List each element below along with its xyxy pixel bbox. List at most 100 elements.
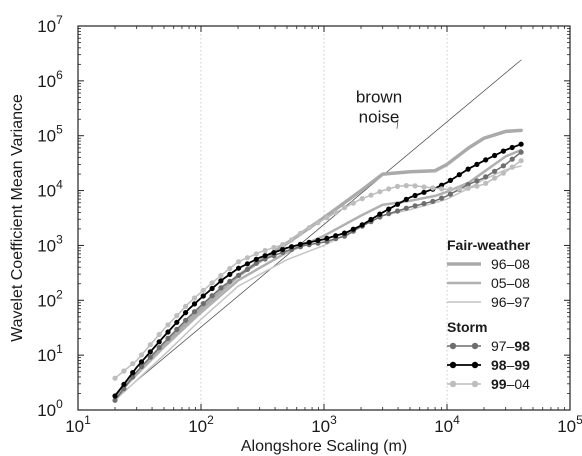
series-point-st-98-99 (147, 349, 153, 355)
series-point-st-97-98 (183, 317, 189, 323)
series-point-st-98-99 (174, 319, 180, 325)
series-point-st-98-99 (289, 244, 295, 250)
series-point-st-99-04 (121, 368, 127, 374)
series-point-st-97-98 (412, 203, 418, 209)
x-tick-label: 101 (65, 413, 91, 436)
text-part: – (507, 357, 515, 373)
series-point-st-98-99 (509, 144, 515, 151)
series-point-st-97-98 (439, 195, 445, 201)
series-line-brown (114, 59, 522, 400)
series-point-st-97-98 (403, 205, 409, 211)
series-point-st-98-99 (333, 233, 339, 239)
series-point-st-99-04 (280, 242, 286, 248)
series-point-st-98-99 (412, 192, 418, 199)
legend-marker (449, 380, 457, 388)
text-part: 2 (56, 287, 63, 301)
series-point-st-98-99 (368, 216, 374, 223)
legend-item: 96–97 (447, 294, 530, 310)
text-part: 5 (576, 413, 582, 427)
series-point-st-98-99 (315, 237, 321, 243)
series-point-st-97-98 (509, 156, 515, 162)
text-part: 99 (514, 357, 530, 373)
y-tick-label: 103 (37, 232, 63, 255)
series-point-st-99-04 (138, 352, 145, 358)
series-point-st-99-04 (156, 331, 162, 338)
series-point-st-98-99 (447, 177, 453, 183)
series-point-st-98-99 (518, 141, 524, 147)
series-point-st-99-04 (500, 170, 506, 176)
series-point-st-98-99 (474, 161, 480, 167)
series-point-st-99-04 (174, 313, 180, 319)
y-tick-label: 106 (37, 68, 63, 91)
text-part: 3 (330, 413, 337, 427)
series-point-st-97-98 (147, 354, 153, 360)
series-point-st-98-99 (112, 393, 118, 399)
series-point-st-98-99 (244, 261, 250, 267)
text-part: 96–97 (491, 294, 530, 310)
y-tick-label: 100 (37, 397, 63, 420)
series-point-st-97-98 (191, 309, 198, 315)
series-point-st-98-99 (253, 256, 259, 262)
series-point-st-97-98 (174, 326, 180, 332)
series-point-st-98-99 (377, 211, 383, 217)
series-point-st-99-04 (227, 265, 233, 272)
text-part: 10 (37, 346, 56, 365)
series-point-st-98-99 (191, 301, 198, 307)
series-point-st-98-99 (297, 241, 303, 247)
text-part: 10 (37, 17, 56, 36)
series-point-st-99-04 (341, 205, 348, 211)
y-tick-label: 102 (37, 287, 63, 310)
x-tick-label: 105 (557, 413, 582, 436)
text-part: 1 (56, 342, 63, 356)
series-point-st-99-04 (359, 196, 365, 202)
series-point-st-99-04 (474, 183, 480, 189)
series-point-st-98-99 (324, 235, 330, 241)
series-point-st-99-04 (183, 303, 189, 309)
series-point-st-99-04 (315, 220, 321, 226)
series-point-st-97-98 (244, 266, 250, 272)
text-part: 10 (434, 417, 453, 436)
text-part: 97– (491, 338, 515, 354)
series-st-98-99 (112, 141, 524, 399)
series-point-st-99-04 (306, 225, 312, 231)
series-point-st-97-98 (209, 293, 215, 299)
series-point-st-98-99 (359, 222, 365, 228)
series-point-st-99-04 (112, 375, 118, 381)
series-point-st-97-98 (430, 198, 436, 204)
series-point-st-99-04 (297, 230, 303, 236)
series-point-st-97-98 (112, 397, 118, 403)
series-point-st-97-98 (253, 260, 259, 266)
series-point-st-97-98 (421, 201, 427, 207)
series-point-st-97-98 (236, 272, 242, 278)
y-tick-label: 104 (37, 178, 63, 201)
text-part: 10 (37, 182, 56, 201)
legend-label: 99–04 (491, 376, 530, 392)
series-layer (112, 59, 524, 403)
series-point-st-99-04 (350, 200, 356, 206)
series-point-st-99-04 (430, 185, 436, 191)
annotation-text: noise (359, 108, 400, 127)
series-point-st-99-04 (377, 189, 383, 195)
series-point-st-99-04 (439, 186, 445, 192)
legend-marker (449, 361, 457, 369)
series-point-st-99-04 (412, 183, 418, 189)
series-point-st-97-98 (500, 163, 506, 169)
text-part: 6 (56, 68, 63, 82)
legend-item: 97–98 (447, 338, 530, 354)
series-point-st-98-99 (183, 310, 189, 316)
text-part: –04 (507, 376, 531, 392)
text-part: 7 (56, 13, 63, 27)
text-part: 10 (37, 401, 56, 420)
text-part: 4 (56, 178, 63, 192)
y-tick-label: 101 (37, 342, 63, 365)
legend-marker (471, 380, 479, 388)
series-point-st-98-99 (209, 285, 215, 292)
text-part: 0 (56, 397, 63, 411)
series-point-st-98-99 (492, 152, 498, 159)
series-point-st-99-04 (191, 295, 198, 301)
text-part: 10 (37, 127, 56, 146)
series-point-st-98-99 (121, 381, 127, 387)
series-point-st-99-04 (130, 361, 136, 367)
